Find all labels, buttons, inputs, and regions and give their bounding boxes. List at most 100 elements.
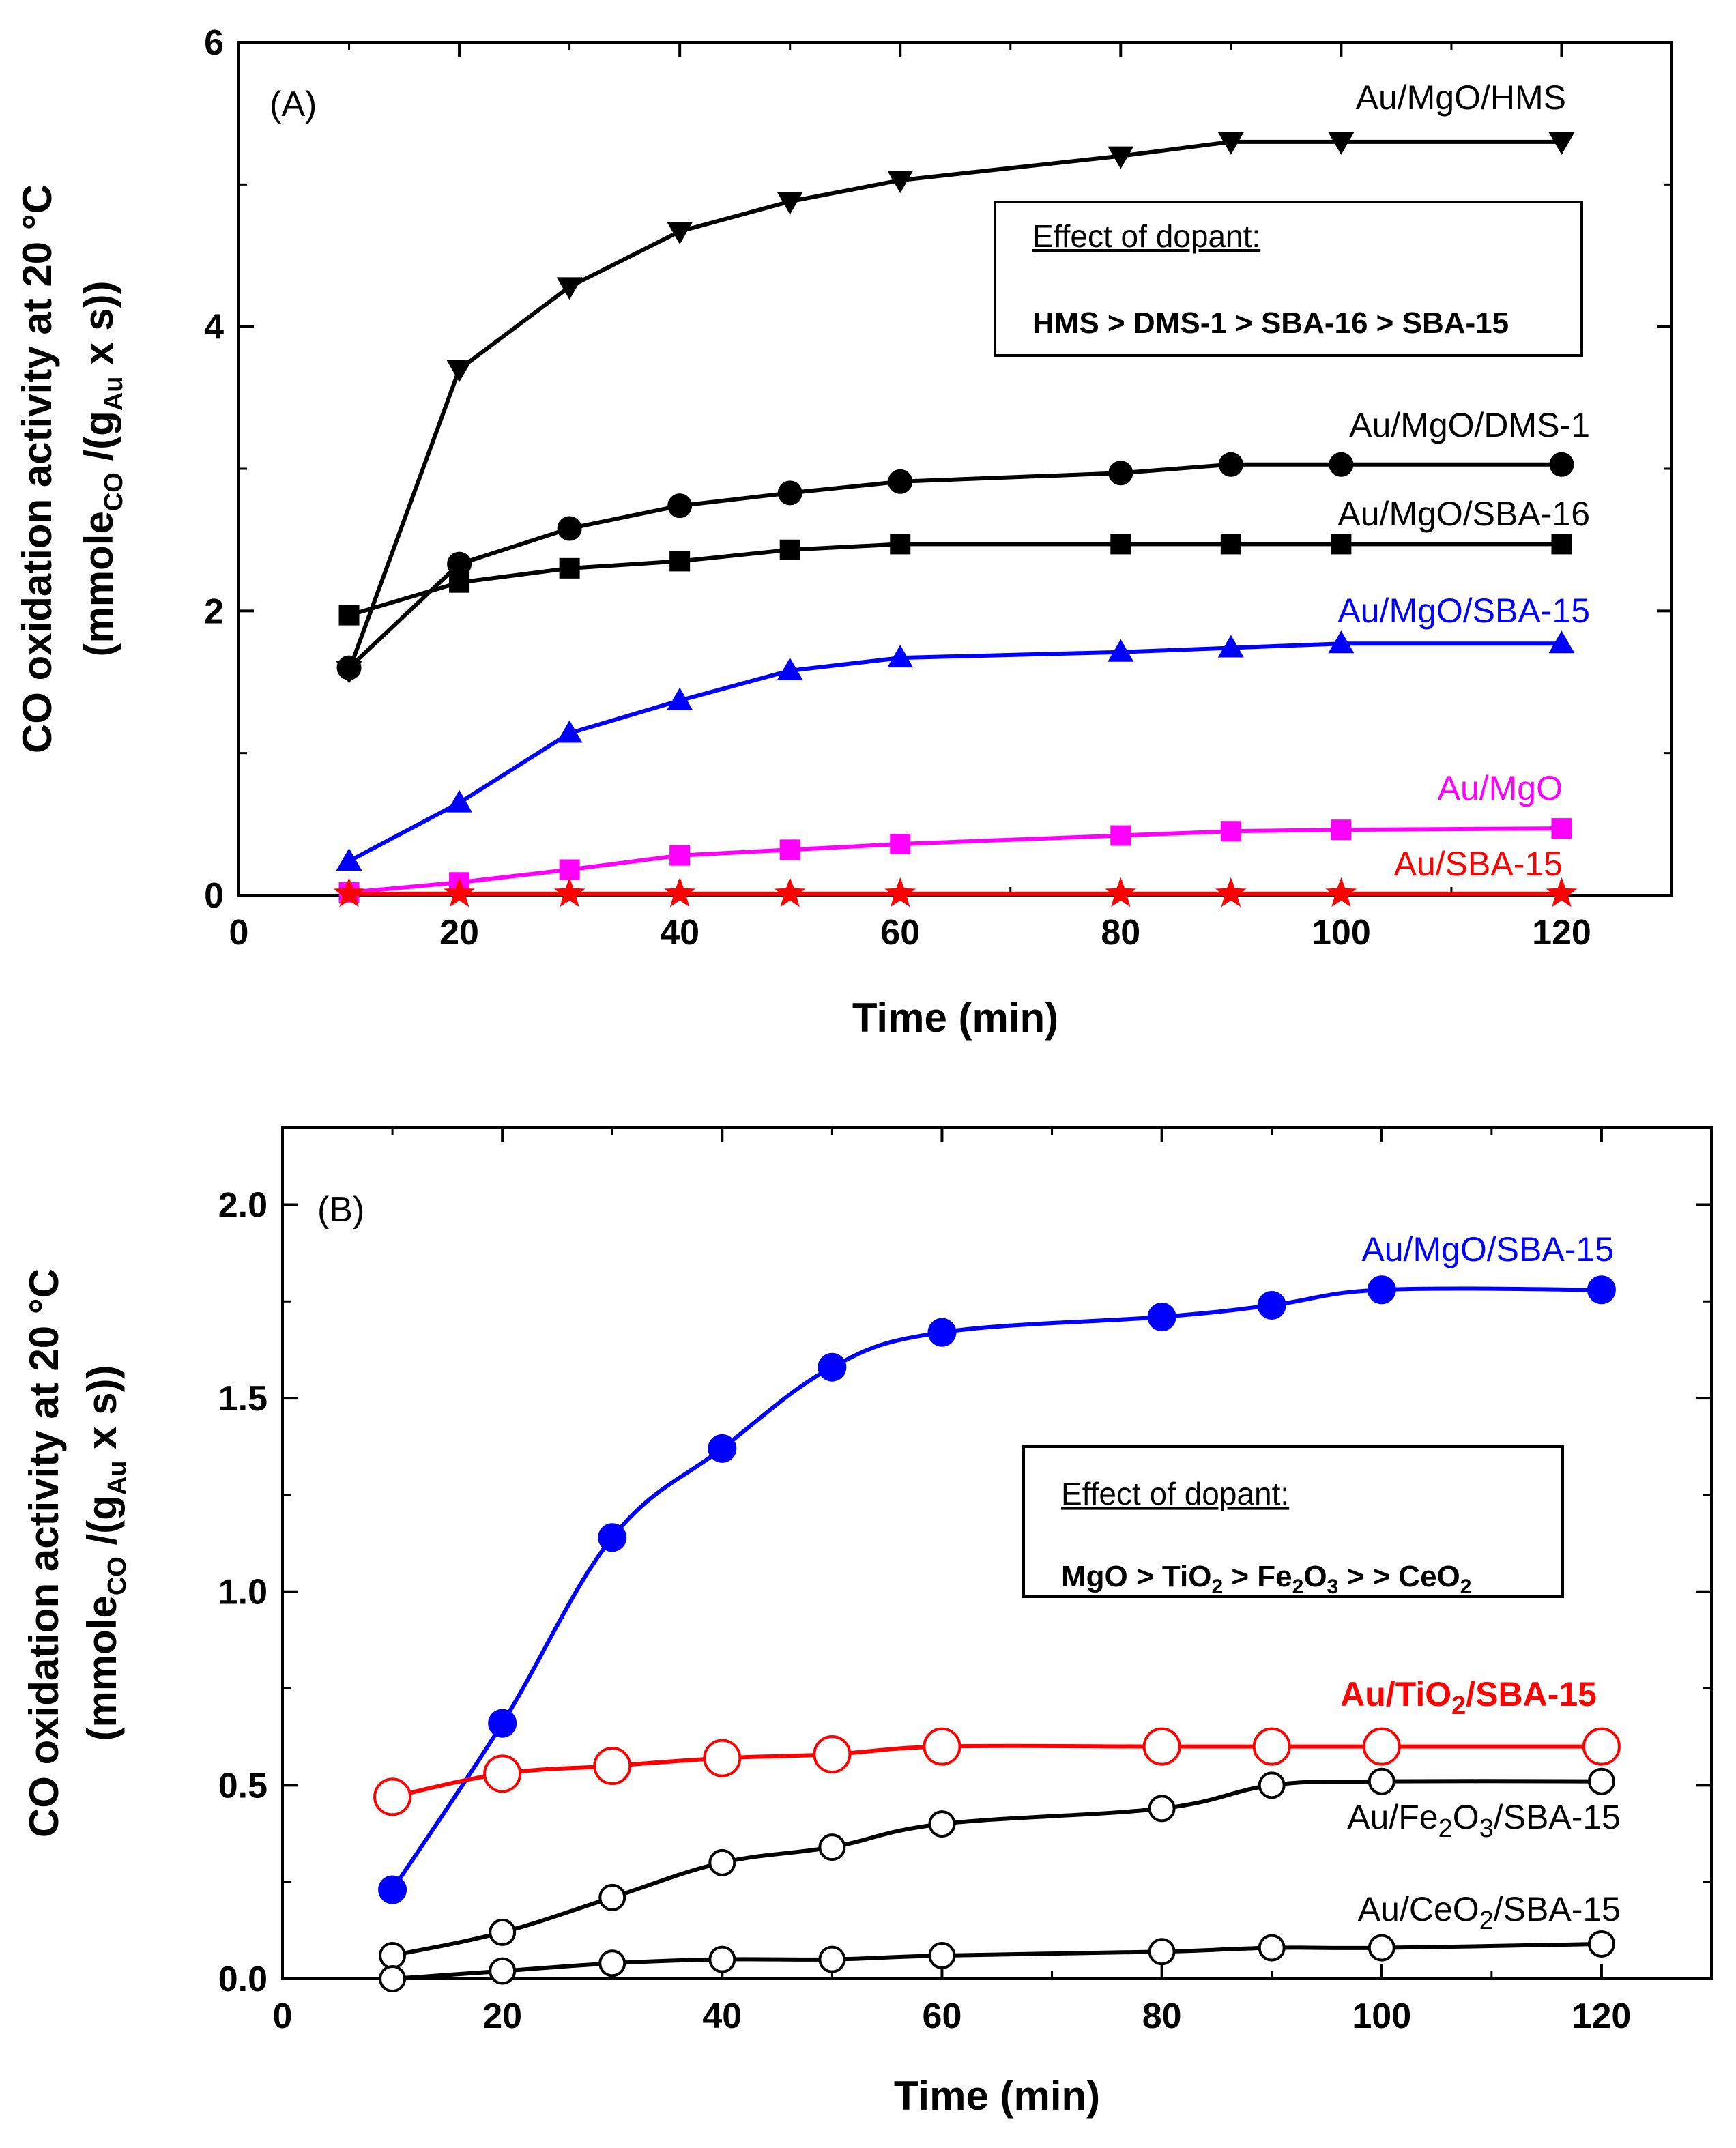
y-tick-label: 2 (204, 592, 224, 631)
data-point (890, 534, 911, 555)
data-point (669, 551, 691, 572)
data-point (1217, 635, 1244, 658)
data-point (667, 222, 693, 245)
x-tick-label: 20 (482, 1997, 522, 2036)
x-tick-label: 40 (660, 913, 699, 953)
series-au-mgo-sba-15: Au/MgO/SBA-15 (378, 1230, 1616, 1904)
series-au-fe2o3-sba-15: Au/Fe2O3/SBA-15 (379, 1767, 1621, 1969)
data-point (1148, 1938, 1176, 1966)
series-label: Au/MgO/SBA-15 (1337, 592, 1590, 630)
data-point (774, 877, 806, 908)
x-tick-label: 80 (1101, 913, 1140, 953)
x-tick-label: 0 (273, 1997, 293, 2036)
data-point (887, 645, 914, 668)
data-point (708, 1434, 737, 1463)
data-point (1148, 1795, 1176, 1823)
data-point (779, 839, 800, 860)
data-point (598, 1883, 626, 1911)
x-tick-label: 60 (880, 913, 920, 953)
data-point (779, 539, 800, 560)
data-point (1105, 877, 1137, 908)
x-tick-label: 40 (702, 1997, 742, 2036)
data-point (378, 1875, 407, 1904)
y-tick-label: 0 (204, 876, 224, 916)
y-tick-label: 0.5 (218, 1766, 267, 1805)
data-point (1551, 818, 1572, 839)
data-point (1147, 1302, 1176, 1331)
plot-frame (281, 1126, 1713, 1980)
x-tick-label: 100 (1352, 1997, 1411, 2036)
data-point (379, 1965, 407, 1992)
data-point (1110, 534, 1131, 555)
x-axis-title: Time (min) (894, 2073, 1100, 2119)
data-point (1220, 534, 1241, 555)
data-point (447, 551, 472, 577)
data-point (1587, 1275, 1616, 1305)
annotation-box (1022, 1445, 1564, 1598)
y-tick-label: 1.5 (218, 1379, 267, 1419)
data-point (1331, 534, 1352, 555)
data-point (777, 657, 803, 680)
data-point (598, 1949, 626, 1977)
data-point (818, 1352, 847, 1382)
series-label: Au/CeO2/SBA-15 (1358, 1890, 1621, 1935)
data-point (489, 1957, 517, 1985)
data-point (664, 877, 695, 908)
series-au-mgo: Au/MgO (338, 769, 1572, 903)
x-tick-label: 0 (229, 913, 249, 953)
data-point (1328, 132, 1355, 155)
data-point (336, 655, 362, 680)
data-point (1215, 877, 1247, 908)
data-point (818, 1833, 846, 1861)
data-point (888, 469, 913, 494)
data-point (1368, 1767, 1395, 1795)
data-point (667, 687, 693, 710)
y-axis-title-line2: (mmoleCO /(gAu x s)) (76, 280, 128, 656)
x-tick-label: 100 (1312, 913, 1371, 953)
data-point (1108, 461, 1133, 486)
data-point (1108, 146, 1134, 169)
x-axis-title: Time (min) (852, 995, 1058, 1041)
series-line (392, 1779, 1602, 1958)
annotation-ranking: MgO > TiO2 > Fe2O3 > > CeO2 (1061, 1560, 1471, 1598)
data-point (1110, 825, 1131, 846)
annotation-box (994, 201, 1583, 357)
data-point (336, 848, 362, 871)
data-point (557, 516, 582, 541)
plot-frame (237, 41, 1673, 897)
data-point (927, 1318, 957, 1347)
series-au-ceo2-sba-15: Au/CeO2/SBA-15 (379, 1890, 1621, 1992)
series-line (390, 1286, 1602, 1891)
data-point (559, 557, 580, 579)
data-point (1548, 630, 1575, 654)
data-point (379, 1941, 407, 1969)
series-line (347, 139, 1562, 671)
data-point (1587, 1767, 1615, 1795)
data-point (928, 1941, 956, 1969)
series-au-mgo-sba-16: Au/MgO/SBA-16 (338, 495, 1590, 626)
data-point (1142, 1727, 1181, 1766)
data-point (1218, 452, 1243, 477)
series-line (348, 542, 1562, 618)
data-point (1257, 1290, 1286, 1320)
data-point (446, 789, 473, 813)
series-label: Au/MgO (1438, 769, 1563, 807)
data-point (884, 877, 916, 908)
data-point (373, 1777, 412, 1816)
data-point (1331, 819, 1352, 841)
data-point (1362, 1727, 1401, 1766)
data-point (1325, 877, 1357, 908)
x-tick-label: 20 (439, 913, 479, 953)
series-au-mgo-dms-1: Au/MgO/DMS-1 (336, 406, 1590, 680)
series-line (392, 1941, 1602, 1981)
data-point (813, 1735, 852, 1773)
data-point (556, 277, 583, 300)
series-label: Au/MgO/HMS (1356, 78, 1566, 117)
data-point (1252, 1727, 1291, 1766)
panel-label: (A) (270, 85, 317, 124)
data-point (1548, 132, 1575, 155)
data-point (446, 360, 473, 383)
data-point (1258, 1771, 1286, 1799)
data-point (449, 572, 470, 593)
series-line (347, 462, 1562, 669)
